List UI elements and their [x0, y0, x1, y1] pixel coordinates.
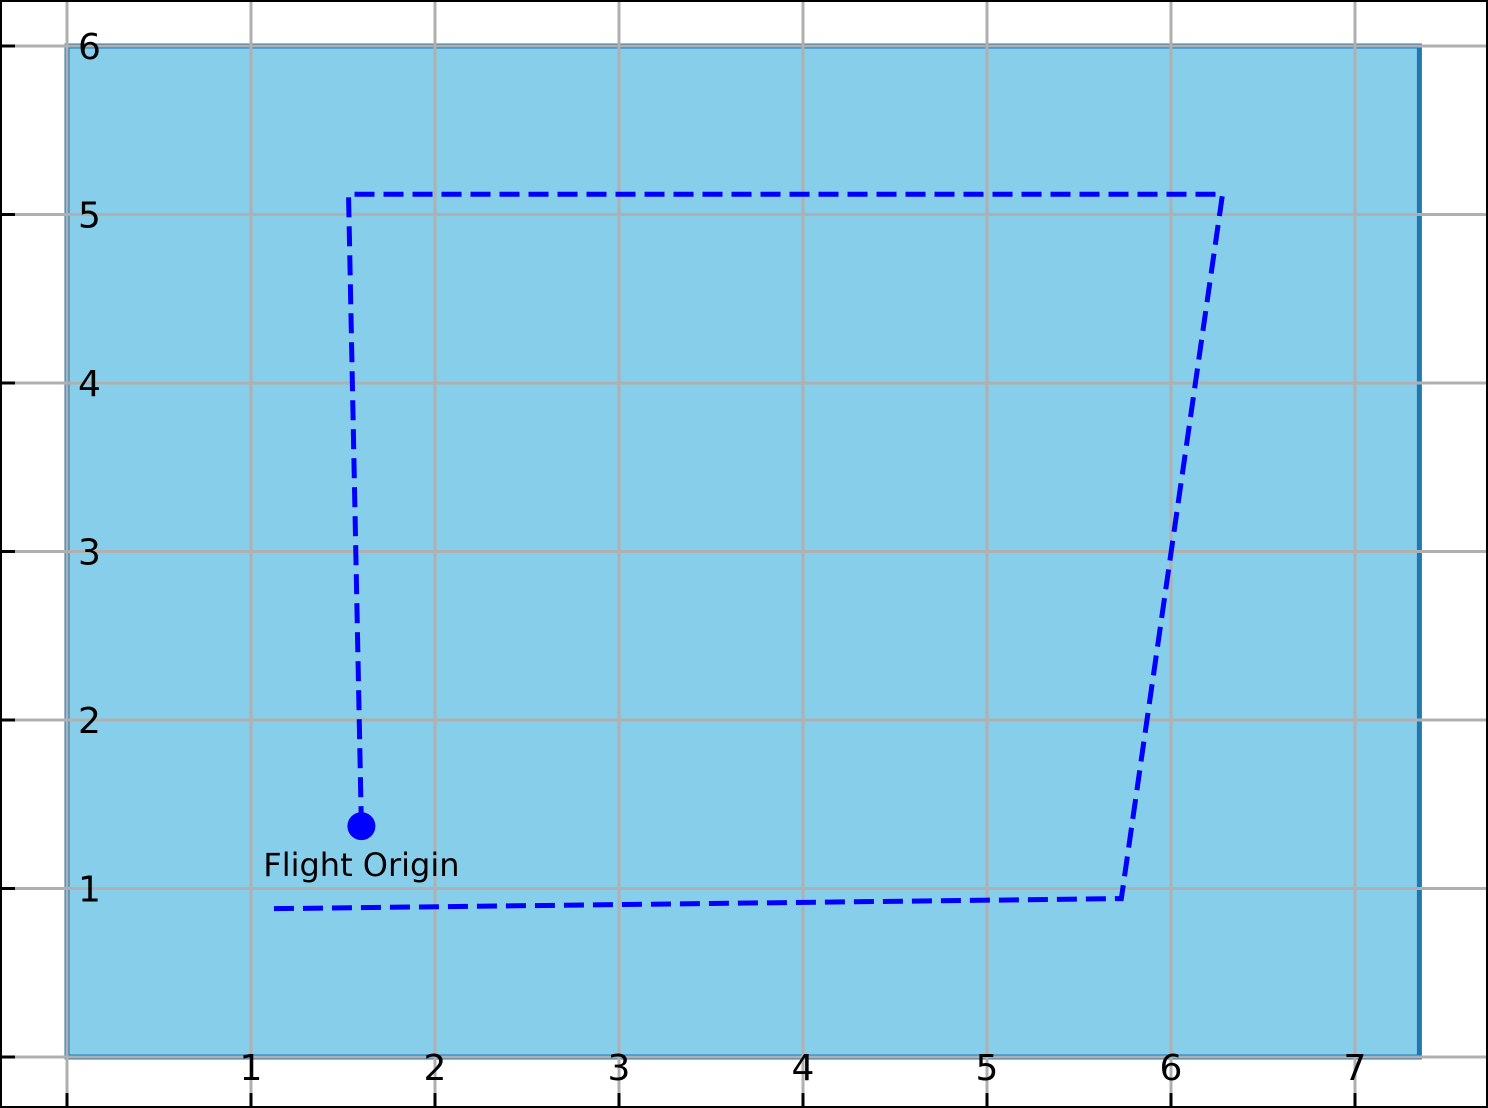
x-tick-label: 3 [608, 1048, 631, 1089]
flight-origin-label: Flight Origin [263, 846, 459, 884]
y-tick-label: 6 [78, 27, 101, 68]
y-tick-label: 3 [78, 533, 101, 574]
y-tick-label: 2 [78, 701, 101, 742]
label-layer: Flight Origin [263, 846, 459, 884]
y-tick-label: 1 [78, 870, 101, 911]
x-tick-label: 7 [1344, 1048, 1367, 1089]
y-tick-label: 5 [78, 196, 101, 237]
x-tick-label: 6 [1160, 1048, 1183, 1089]
x-tick-label: 2 [424, 1048, 447, 1089]
x-tick-label: 4 [792, 1048, 815, 1089]
x-tick-label: 5 [976, 1048, 999, 1089]
flight-path-line [269, 191, 1226, 912]
flight-origin-marker [347, 812, 376, 841]
series-layer [269, 191, 1226, 912]
x-tick-label: 1 [240, 1048, 263, 1089]
y-tick-label: 4 [78, 364, 101, 405]
